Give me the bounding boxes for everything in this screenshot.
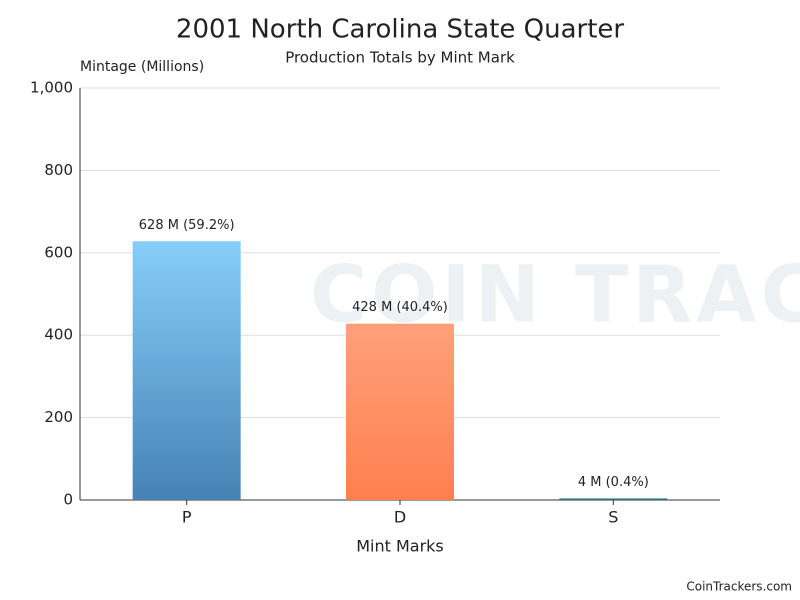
chart-subtitle: Production Totals by Mint Mark [285, 49, 515, 67]
bar [346, 323, 454, 500]
y-tick-label: 1,000 [30, 79, 73, 97]
y-tick-label: 0 [63, 491, 73, 509]
y-tick-label: 200 [44, 408, 73, 426]
data-label: 428 M (40.4%) [352, 300, 448, 315]
bar [132, 241, 241, 500]
x-tick-label: D [394, 508, 406, 527]
x-tick-label: P [182, 508, 192, 527]
data-label: 4 M (0.4%) [578, 475, 649, 490]
chart-title: 2001 North Carolina State Quarter [176, 15, 624, 45]
y-tick-label: 400 [44, 326, 73, 344]
credit: CoinTrackers.com [686, 580, 792, 594]
y-tick-label: 600 [44, 243, 73, 261]
x-tick-label: S [608, 508, 618, 527]
bar [559, 498, 668, 500]
x-axis-label: Mint Marks [356, 537, 444, 556]
y-axis-label: Mintage (Millions) [80, 59, 204, 75]
y-tick-label: 800 [44, 161, 73, 179]
data-label: 628 M (59.2%) [139, 218, 235, 233]
